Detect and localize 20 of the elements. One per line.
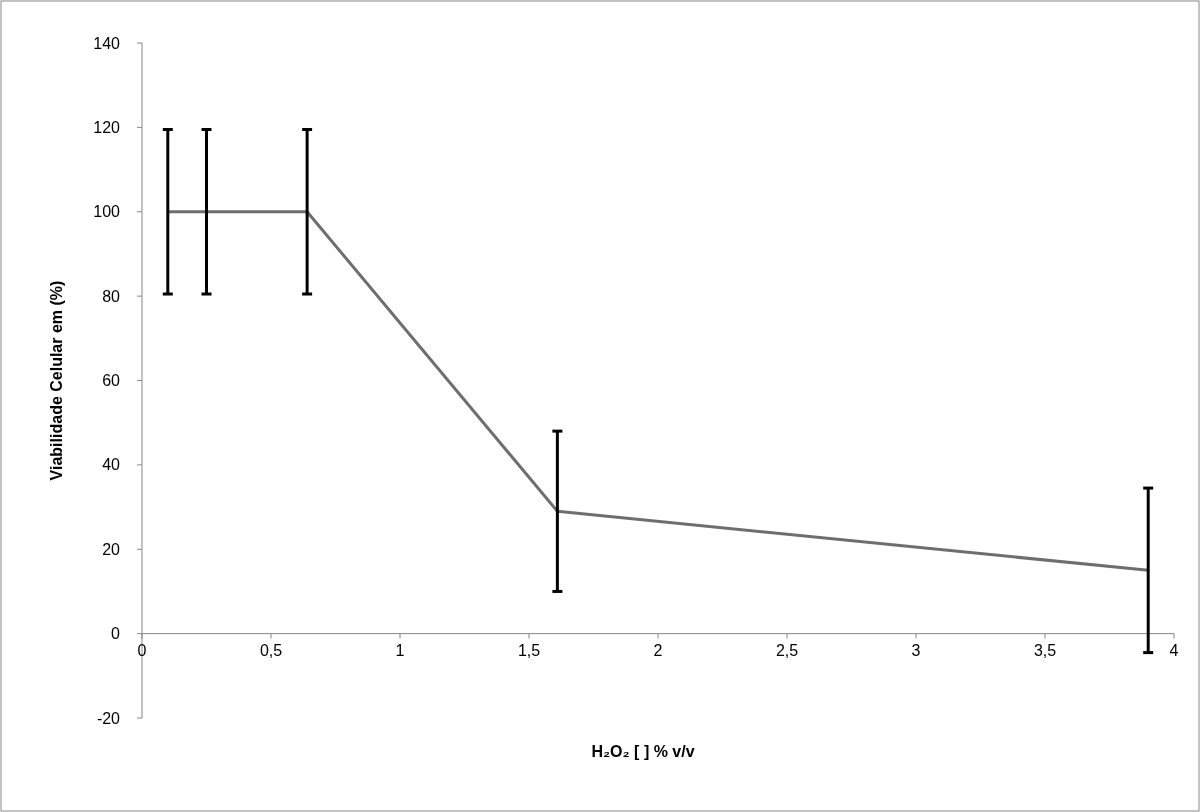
y-tick-label: -20 xyxy=(96,709,121,727)
y-tick-label: 20 xyxy=(102,540,121,558)
y-tick-label: 40 xyxy=(102,456,121,474)
x-tick-label: 0 xyxy=(137,641,147,659)
y-tick-label: 140 xyxy=(93,34,121,52)
y-tick-label: 0 xyxy=(111,625,121,643)
x-tick-label: 1 xyxy=(395,641,405,659)
x-tick-label: 2 xyxy=(653,641,663,659)
y-tick-label: 100 xyxy=(93,203,121,221)
x-tick-label: 0,5 xyxy=(259,641,283,659)
x-tick-label: 3 xyxy=(911,641,921,659)
y-tick-label: 120 xyxy=(93,118,121,136)
y-axis-title: Viabilidade Celular em (%) xyxy=(48,280,65,481)
x-tick-label: 4 xyxy=(1169,641,1179,659)
y-tick-label: 80 xyxy=(102,287,121,305)
y-tick-label: 60 xyxy=(102,372,121,390)
x-axis-title: H₂O₂ [ ] % v/v xyxy=(591,743,695,760)
x-tick-label: 3,5 xyxy=(1033,641,1057,659)
x-tick-label: 1,5 xyxy=(517,641,541,659)
x-tick-label: 2,5 xyxy=(775,641,799,659)
